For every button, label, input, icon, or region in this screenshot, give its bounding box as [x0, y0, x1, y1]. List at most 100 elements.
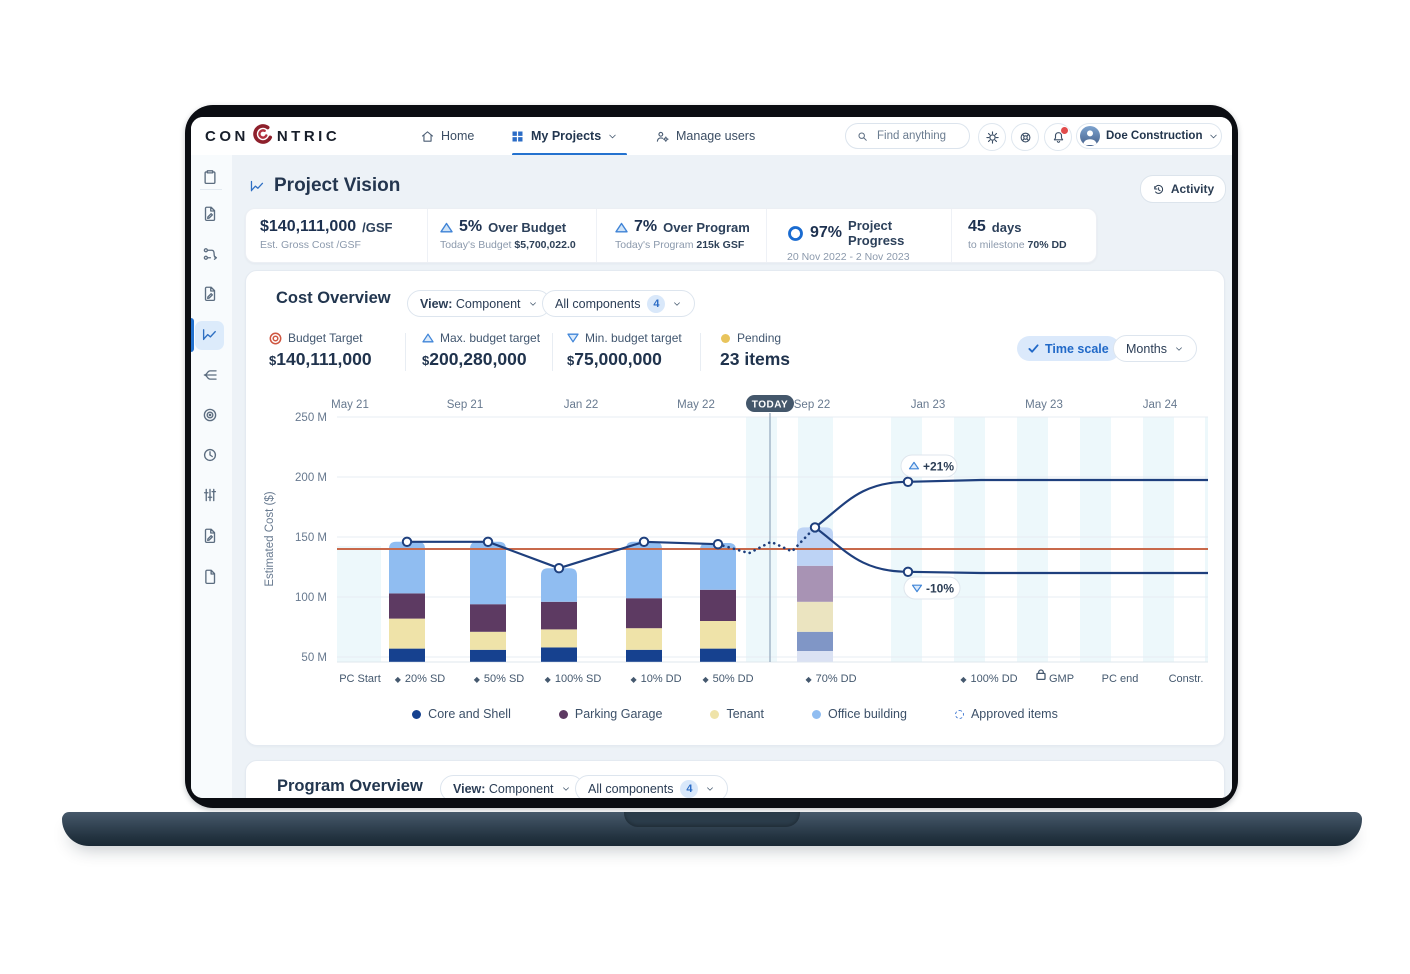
- lifebuoy-icon: [1018, 130, 1033, 145]
- svg-text:Jan 22: Jan 22: [564, 399, 599, 411]
- milestone-label: ◆ 20% SD: [395, 673, 446, 685]
- bar-segment-core_and_shell: [626, 649, 662, 662]
- nav-home[interactable]: Home: [420, 117, 474, 155]
- svg-text:Estimated Cost ($): Estimated Cost ($): [264, 491, 276, 586]
- milestone-label: PC Start: [339, 673, 381, 685]
- data-point-marker: [902, 476, 914, 487]
- svg-text:May 22: May 22: [677, 399, 715, 411]
- triangle-up-icon: [908, 461, 920, 470]
- bar-segment-parking_garage: [626, 598, 662, 629]
- sidebar-item-document-10[interactable]: [201, 568, 219, 586]
- legend-swatch: [412, 709, 422, 719]
- projection-badge: [903, 576, 961, 600]
- pending-cost-line: [716, 526, 817, 555]
- svg-text:100 M: 100 M: [295, 592, 327, 604]
- help-button[interactable]: [1011, 123, 1039, 151]
- sidebar-item-fork-5[interactable]: [201, 366, 219, 384]
- grid-icon: [510, 129, 525, 144]
- bar-segment-core_and_shell: [797, 631, 833, 651]
- sidebar-item-clipboard-0[interactable]: [201, 168, 219, 186]
- legend-parking-garage: Parking Garage: [558, 707, 662, 721]
- data-point-marker: [638, 536, 650, 547]
- triangle-down-icon: [567, 333, 579, 343]
- sidebar-item-gauge-7[interactable]: [201, 446, 219, 464]
- milestone-label: ◆ 100% SD: [545, 673, 602, 685]
- laptop-notch: [624, 812, 800, 827]
- pending-dot-icon: [720, 333, 731, 344]
- settings-button[interactable]: [978, 123, 1006, 151]
- brand-logo: CON NTRIC: [205, 117, 340, 155]
- sidebar-divider: [200, 189, 222, 190]
- activity-button[interactable]: Activity: [1140, 175, 1226, 203]
- top-navigation-bar: CON NTRIC Home My Projects Manage users: [191, 117, 1232, 156]
- max-budget-target-stat: Max. budget target $200,280,000: [422, 331, 541, 369]
- view-dropdown[interactable]: View: Component: [407, 290, 551, 317]
- components-count-badge: 4: [680, 779, 699, 798]
- account-menu[interactable]: Doe Construction: [1076, 123, 1222, 149]
- min-budget-target-stat: Min. budget target $75,000,000: [567, 331, 682, 369]
- chart-time-band: [891, 417, 922, 662]
- svg-text:250 M: 250 M: [295, 412, 327, 424]
- chevron-down-icon: [528, 299, 538, 309]
- chevron-down-icon: [607, 131, 618, 142]
- bar-segment-core_and_shell: [470, 649, 506, 662]
- app-window: CON NTRIC Home My Projects Manage users: [191, 117, 1232, 798]
- chart-time-band: [1205, 417, 1208, 662]
- logo-text-suffix: NTRIC: [276, 127, 341, 145]
- milestone-label: PC end: [1102, 673, 1139, 685]
- global-search[interactable]: [845, 123, 970, 149]
- line-chart-icon: [249, 178, 266, 195]
- bar-segment-tenant: [389, 618, 425, 649]
- components-dropdown[interactable]: All components 4: [542, 290, 696, 317]
- laptop-screen: CON NTRIC Home My Projects Manage users: [185, 105, 1238, 808]
- chart-time-band: [746, 417, 777, 662]
- cost-chart: 250 M 200 M 150 M 100 M 50 M Estimated Cost (…: [264, 395, 1208, 685]
- bell-icon: [1051, 130, 1066, 145]
- sidebar-item-line-chart-4[interactable]: [201, 326, 219, 344]
- search-input[interactable]: [875, 129, 965, 143]
- notifications-button[interactable]: [1044, 123, 1072, 151]
- sidebar-item-sliders-8[interactable]: [201, 486, 219, 504]
- sidebar-item-workflow-2[interactable]: [201, 245, 219, 263]
- today-pill: [746, 395, 794, 412]
- sidebar: [191, 155, 233, 798]
- gear-icon: [985, 130, 1000, 145]
- sidebar-item-document-edit-1[interactable]: [201, 205, 219, 223]
- bar-segment-office_building: [541, 568, 577, 602]
- nav-manage-users[interactable]: Manage users: [655, 117, 755, 155]
- nav-my-projects[interactable]: My Projects: [510, 117, 618, 155]
- svg-text:TODAY: TODAY: [752, 400, 788, 411]
- interval-dropdown[interactable]: Months: [1113, 335, 1197, 362]
- bar-segment-tenant: [700, 621, 736, 649]
- concentric-c-logo-icon: [251, 123, 275, 149]
- data-point-marker: [553, 563, 565, 574]
- svg-text:150 M: 150 M: [295, 532, 327, 544]
- chart-time-band: [954, 417, 985, 662]
- program-components-dropdown[interactable]: All components 4: [575, 775, 729, 798]
- account-name: Doe Construction: [1106, 130, 1203, 142]
- search-icon: [856, 130, 869, 143]
- bar-segment-parking_garage: [470, 604, 506, 632]
- chart-time-band: [1143, 417, 1174, 662]
- time-scale-toggle[interactable]: Time scale: [1017, 336, 1120, 361]
- sidebar-item-target-6[interactable]: [201, 406, 219, 424]
- data-point-marker: [902, 566, 914, 577]
- legend-swatch: [558, 709, 568, 719]
- active-tab-underline: [512, 153, 627, 156]
- page-title: Project Vision: [249, 175, 400, 197]
- bar-segment-office_building: [389, 541, 425, 594]
- sidebar-item-document-edit-9[interactable]: [201, 527, 219, 545]
- triangle-up-icon: [615, 222, 628, 233]
- sidebar-item-document-edit-3[interactable]: [201, 285, 219, 303]
- chevron-down-icon: [561, 784, 571, 794]
- milestone-lock-icon: [1036, 669, 1046, 681]
- svg-text:+21%: +21%: [923, 460, 954, 474]
- legend-swatch: [811, 709, 821, 719]
- program-view-dropdown[interactable]: View: Component: [440, 775, 584, 798]
- bar-segment-office_building: [797, 527, 833, 566]
- bar-segment-parking_garage: [541, 601, 577, 630]
- legend-tenant: Tenant: [710, 707, 764, 721]
- legend-core-and-shell: Core and Shell: [412, 707, 511, 721]
- kpi-over-program: 7% Over Program Today's Program 215k GSF: [596, 209, 766, 262]
- bar-segment-parking_garage: [389, 593, 425, 619]
